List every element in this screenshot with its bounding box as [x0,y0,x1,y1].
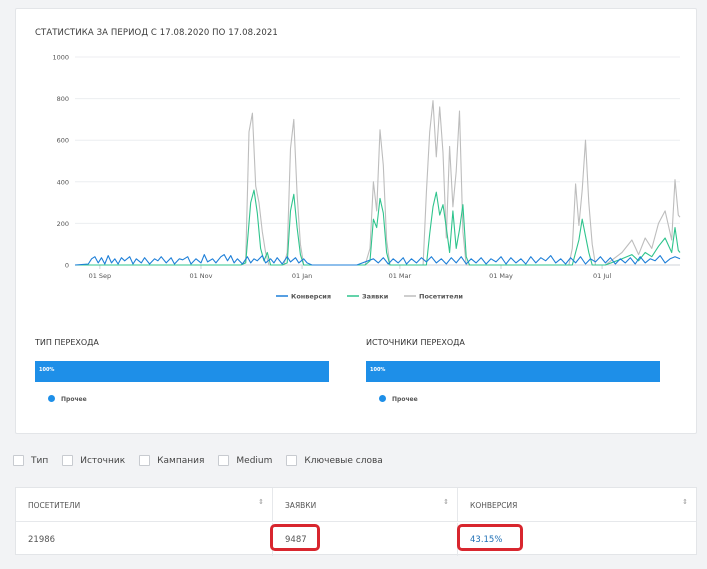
x-tick-label: 01 Sep [89,272,112,280]
cell-conversion: 43.15% [470,535,503,545]
series-line-0 [74,254,681,266]
column-header-visitors[interactable]: ПОСЕТИТЕЛИ ⇕ [16,488,273,522]
source-legend-label: Прочее [392,396,418,403]
type-bar-label: 100% [39,367,55,373]
checkbox[interactable] [139,455,151,466]
x-tick-label: 01 May [489,272,513,280]
checkbox[interactable] [62,455,74,466]
stats-card: СТАТИСТИКА ЗА ПЕРИОД С 17.08.2020 ПО 17.… [15,8,697,434]
source-legend[interactable]: Прочее [379,395,418,403]
y-tick-label: 200 [57,220,69,228]
checkbox[interactable] [286,455,298,466]
cell-visitors: 21986 [16,523,273,556]
highlight-box-conversion [457,524,523,551]
y-tick-label: 800 [57,95,69,103]
legend-label: Конверсия [291,293,331,301]
series-line-1 [75,189,681,266]
filter-source[interactable]: Источник [62,455,125,466]
sort-icon[interactable]: ⇕ [443,498,449,506]
source-section-title: ИСТОЧНИКИ ПЕРЕХОДА [366,338,465,347]
y-tick-label: 400 [57,178,69,186]
type-share-bar[interactable]: 100% [35,361,329,382]
highlight-box-leads [270,524,320,551]
type-legend[interactable]: Прочее [48,395,87,403]
sort-icon[interactable]: ⇕ [258,498,264,506]
column-header-conversion[interactable]: КОНВЕРСИЯ ⇕ [458,488,696,522]
chart-title: СТАТИСТИКА ЗА ПЕРИОД С 17.08.2020 ПО 17.… [35,28,278,38]
sort-icon[interactable]: ⇕ [682,498,688,506]
legend-label: Заявки [362,293,389,301]
type-legend-label: Прочее [61,396,87,403]
checkbox[interactable] [218,455,230,466]
group-by-filters: Тип Источник Кампания Medium Ключевые сл… [13,455,397,466]
filter-keywords[interactable]: Ключевые слова [286,455,383,466]
filter-type[interactable]: Тип [13,455,48,466]
x-tick-label: 01 Jan [292,272,312,280]
y-tick-label: 0 [65,262,69,270]
y-tick-label: 600 [57,137,69,145]
source-share-bar[interactable]: 100% [366,361,660,382]
legend-dot-icon [379,395,386,402]
source-bar-label: 100% [370,367,386,373]
filter-medium[interactable]: Medium [218,455,272,466]
legend-dot-icon [48,395,55,402]
checkbox[interactable] [13,455,24,466]
legend-label: Посетители [419,293,463,301]
x-tick-label: 01 Mar [389,272,412,280]
filter-campaign[interactable]: Кампания [139,455,204,466]
stats-table: ПОСЕТИТЕЛИ ⇕ ЗАЯВКИ ⇕ КОНВЕРСИЯ ⇕ 21986 … [15,487,697,556]
x-tick-label: 01 Nov [189,272,212,280]
y-tick-label: 1000 [52,54,69,62]
type-section-title: ТИП ПЕРЕХОДА [35,338,99,347]
series-line-2 [75,100,681,266]
x-tick-label: 01 Jul [593,272,611,280]
line-chart: 0 200 400 600 800 1000 01 Sep 01 Nov 01 Jan 01 Ma… [52,54,681,301]
column-header-leads[interactable]: ЗАЯВКИ ⇕ [273,488,458,522]
